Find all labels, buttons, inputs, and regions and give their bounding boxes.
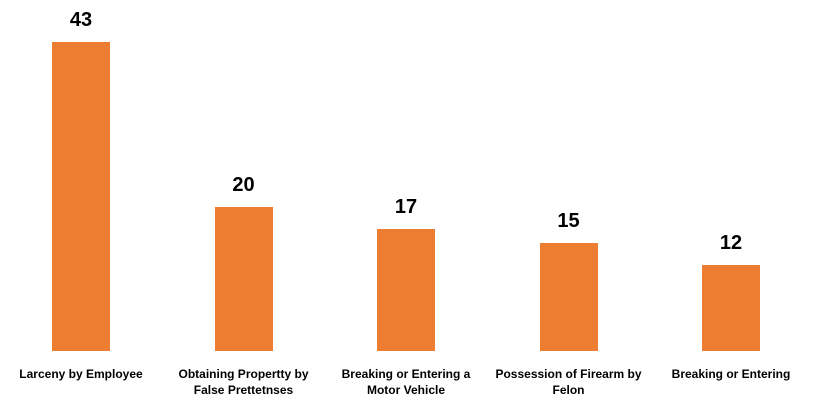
- x-tick-label: Possession of Firearm by Felon: [495, 367, 642, 397]
- value-label: 15: [557, 210, 580, 233]
- x-tick-label: Larceny by Employee: [19, 367, 143, 381]
- x-tick-label: Breaking or Entering: [671, 367, 791, 381]
- bar: [377, 228, 435, 351]
- value-label: 17: [394, 195, 418, 218]
- x-tick-label: Obtaining Propertty by False Prettetnses: [178, 367, 309, 397]
- value-label: 12: [719, 231, 743, 254]
- bar: [702, 264, 760, 351]
- bar: [539, 243, 598, 351]
- value-label: 20: [232, 174, 255, 197]
- bar: [214, 207, 273, 351]
- bar: [52, 42, 110, 351]
- value-label: 43: [69, 9, 93, 31]
- x-tick-label: Breaking or Entering a Motor Vehicle: [341, 367, 471, 397]
